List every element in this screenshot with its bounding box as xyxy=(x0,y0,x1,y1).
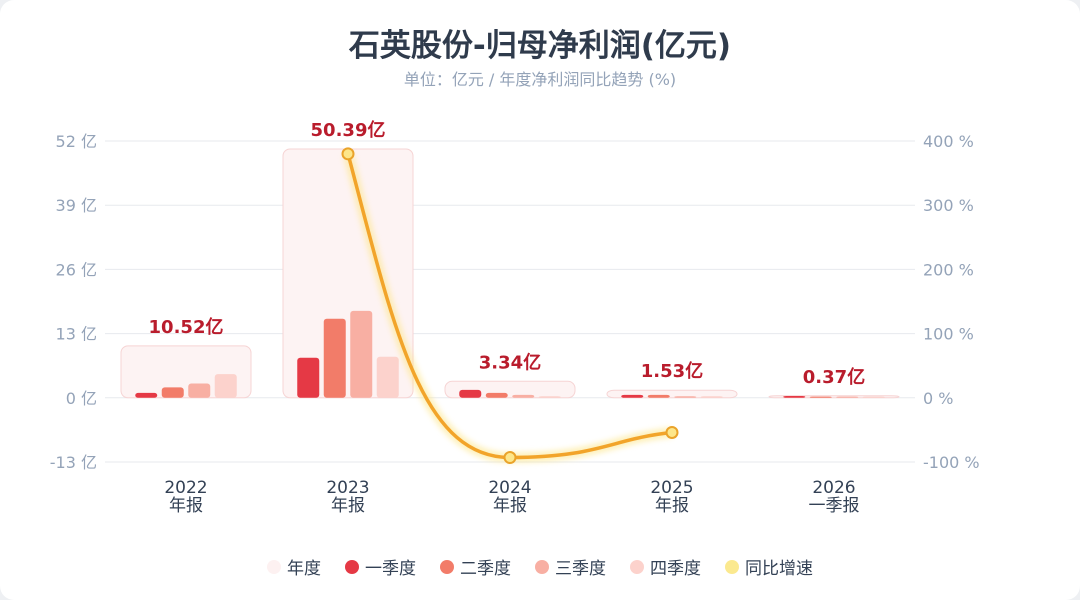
y-tick-right: 200 % xyxy=(923,260,974,279)
quarter-bar xyxy=(459,389,482,398)
x-tick-year: 2022 xyxy=(164,478,207,498)
quarter-bar xyxy=(214,374,237,398)
x-tick-year: 2023 xyxy=(326,478,369,498)
y-tick-right: 400 % xyxy=(923,132,974,151)
x-tick-year: 2026 xyxy=(812,478,855,498)
legend-item-q4[interactable]: 四季度 xyxy=(630,554,701,579)
annual-labels: 10.52亿 50.39亿 3.34亿 1.53亿 0.37亿 xyxy=(149,119,866,388)
quarter-bar xyxy=(135,392,158,398)
legend-dot xyxy=(725,559,739,574)
annual-value-label: 3.34亿 xyxy=(479,351,541,373)
quarter-bar xyxy=(376,356,399,398)
annual-boxes xyxy=(120,148,900,399)
y-tick-left: -13 亿 xyxy=(50,453,97,472)
legend-dot xyxy=(630,559,644,574)
chart-title: 石英股份-归母净利润(亿元) xyxy=(348,28,732,64)
x-tick-period: 年报 xyxy=(493,496,527,516)
legend-dot xyxy=(345,559,359,574)
legend-label: 四季度 xyxy=(650,559,701,579)
annual-value-label: 50.39亿 xyxy=(311,119,386,141)
legend-dot xyxy=(267,559,281,574)
y-tick-left: 13 亿 xyxy=(56,325,97,344)
chart-subtitle: 单位：亿元 / 年度净利润同比趋势 (%) xyxy=(403,70,677,89)
y-tick-left: 26 亿 xyxy=(56,260,97,279)
legend-label: 三季度 xyxy=(555,559,606,579)
quarter-bars xyxy=(135,310,885,398)
y-tick-right: 300 % xyxy=(923,196,974,215)
annual-value-label: 10.52亿 xyxy=(149,316,224,338)
yoy-point xyxy=(341,147,355,161)
yoy-point xyxy=(503,451,517,465)
quarter-bar xyxy=(836,396,859,398)
y-tick-left: 39 亿 xyxy=(56,196,97,215)
quarter-bar xyxy=(188,383,211,398)
legend-item-q3[interactable]: 三季度 xyxy=(535,554,606,579)
quarter-bar xyxy=(674,396,697,398)
quarter-bar xyxy=(700,396,723,398)
x-tick-year: 2025 xyxy=(650,478,693,498)
y-tick-right: -100 % xyxy=(923,453,980,472)
legend-item-annual[interactable]: 年度 xyxy=(267,554,321,579)
annual-value-label: 1.53亿 xyxy=(641,360,703,382)
y-tick-right: 100 % xyxy=(923,325,974,344)
y-axis-left: 52 亿 39 亿 26 亿 13 亿 0 亿 -13 亿 xyxy=(50,132,97,472)
quarter-bar xyxy=(161,387,184,398)
quarter-bar xyxy=(809,396,832,398)
x-tick-period: 年报 xyxy=(655,496,689,516)
quarter-bar xyxy=(647,394,670,398)
legend-item-q2[interactable]: 二季度 xyxy=(440,554,511,579)
quarter-bar xyxy=(538,396,561,398)
y-tick-right: 0 % xyxy=(923,389,953,408)
quarter-bar xyxy=(323,318,346,398)
legend-dot xyxy=(535,559,549,574)
legend-dot xyxy=(440,559,454,574)
y-tick-left: 0 亿 xyxy=(66,389,97,408)
legend-item-q1[interactable]: 一季度 xyxy=(345,554,416,579)
x-tick-period: 一季报 xyxy=(809,496,860,516)
quarter-bar xyxy=(783,395,806,398)
quarter-bar xyxy=(862,396,885,398)
legend-item-yoy[interactable]: 同比增速 xyxy=(725,554,813,579)
x-tick-period: 年报 xyxy=(169,496,203,516)
quarter-bar xyxy=(512,394,535,398)
quarter-bar xyxy=(297,357,320,398)
legend-label: 一季度 xyxy=(365,559,416,579)
y-axis-right: 400 % 300 % 200 % 100 % 0 % -100 % xyxy=(923,132,980,472)
legend-label: 二季度 xyxy=(460,559,511,579)
yoy-point xyxy=(665,425,679,439)
yoy-line-path xyxy=(346,152,674,460)
quarter-bar xyxy=(485,392,508,398)
x-tick-period: 年报 xyxy=(331,496,365,516)
legend-label: 同比增速 xyxy=(745,559,813,579)
grid-lines xyxy=(105,140,915,463)
legend-label: 年度 xyxy=(287,559,321,579)
quarter-bar xyxy=(350,310,373,398)
annual-value-label: 0.37亿 xyxy=(803,366,865,388)
legend: 年度 一季度 二季度 三季度 四季度 同比增速 xyxy=(0,554,1080,579)
quarter-bar xyxy=(621,394,644,398)
x-tick-year: 2024 xyxy=(488,478,531,498)
yoy-line xyxy=(341,147,679,465)
y-tick-left: 52 亿 xyxy=(56,132,97,151)
